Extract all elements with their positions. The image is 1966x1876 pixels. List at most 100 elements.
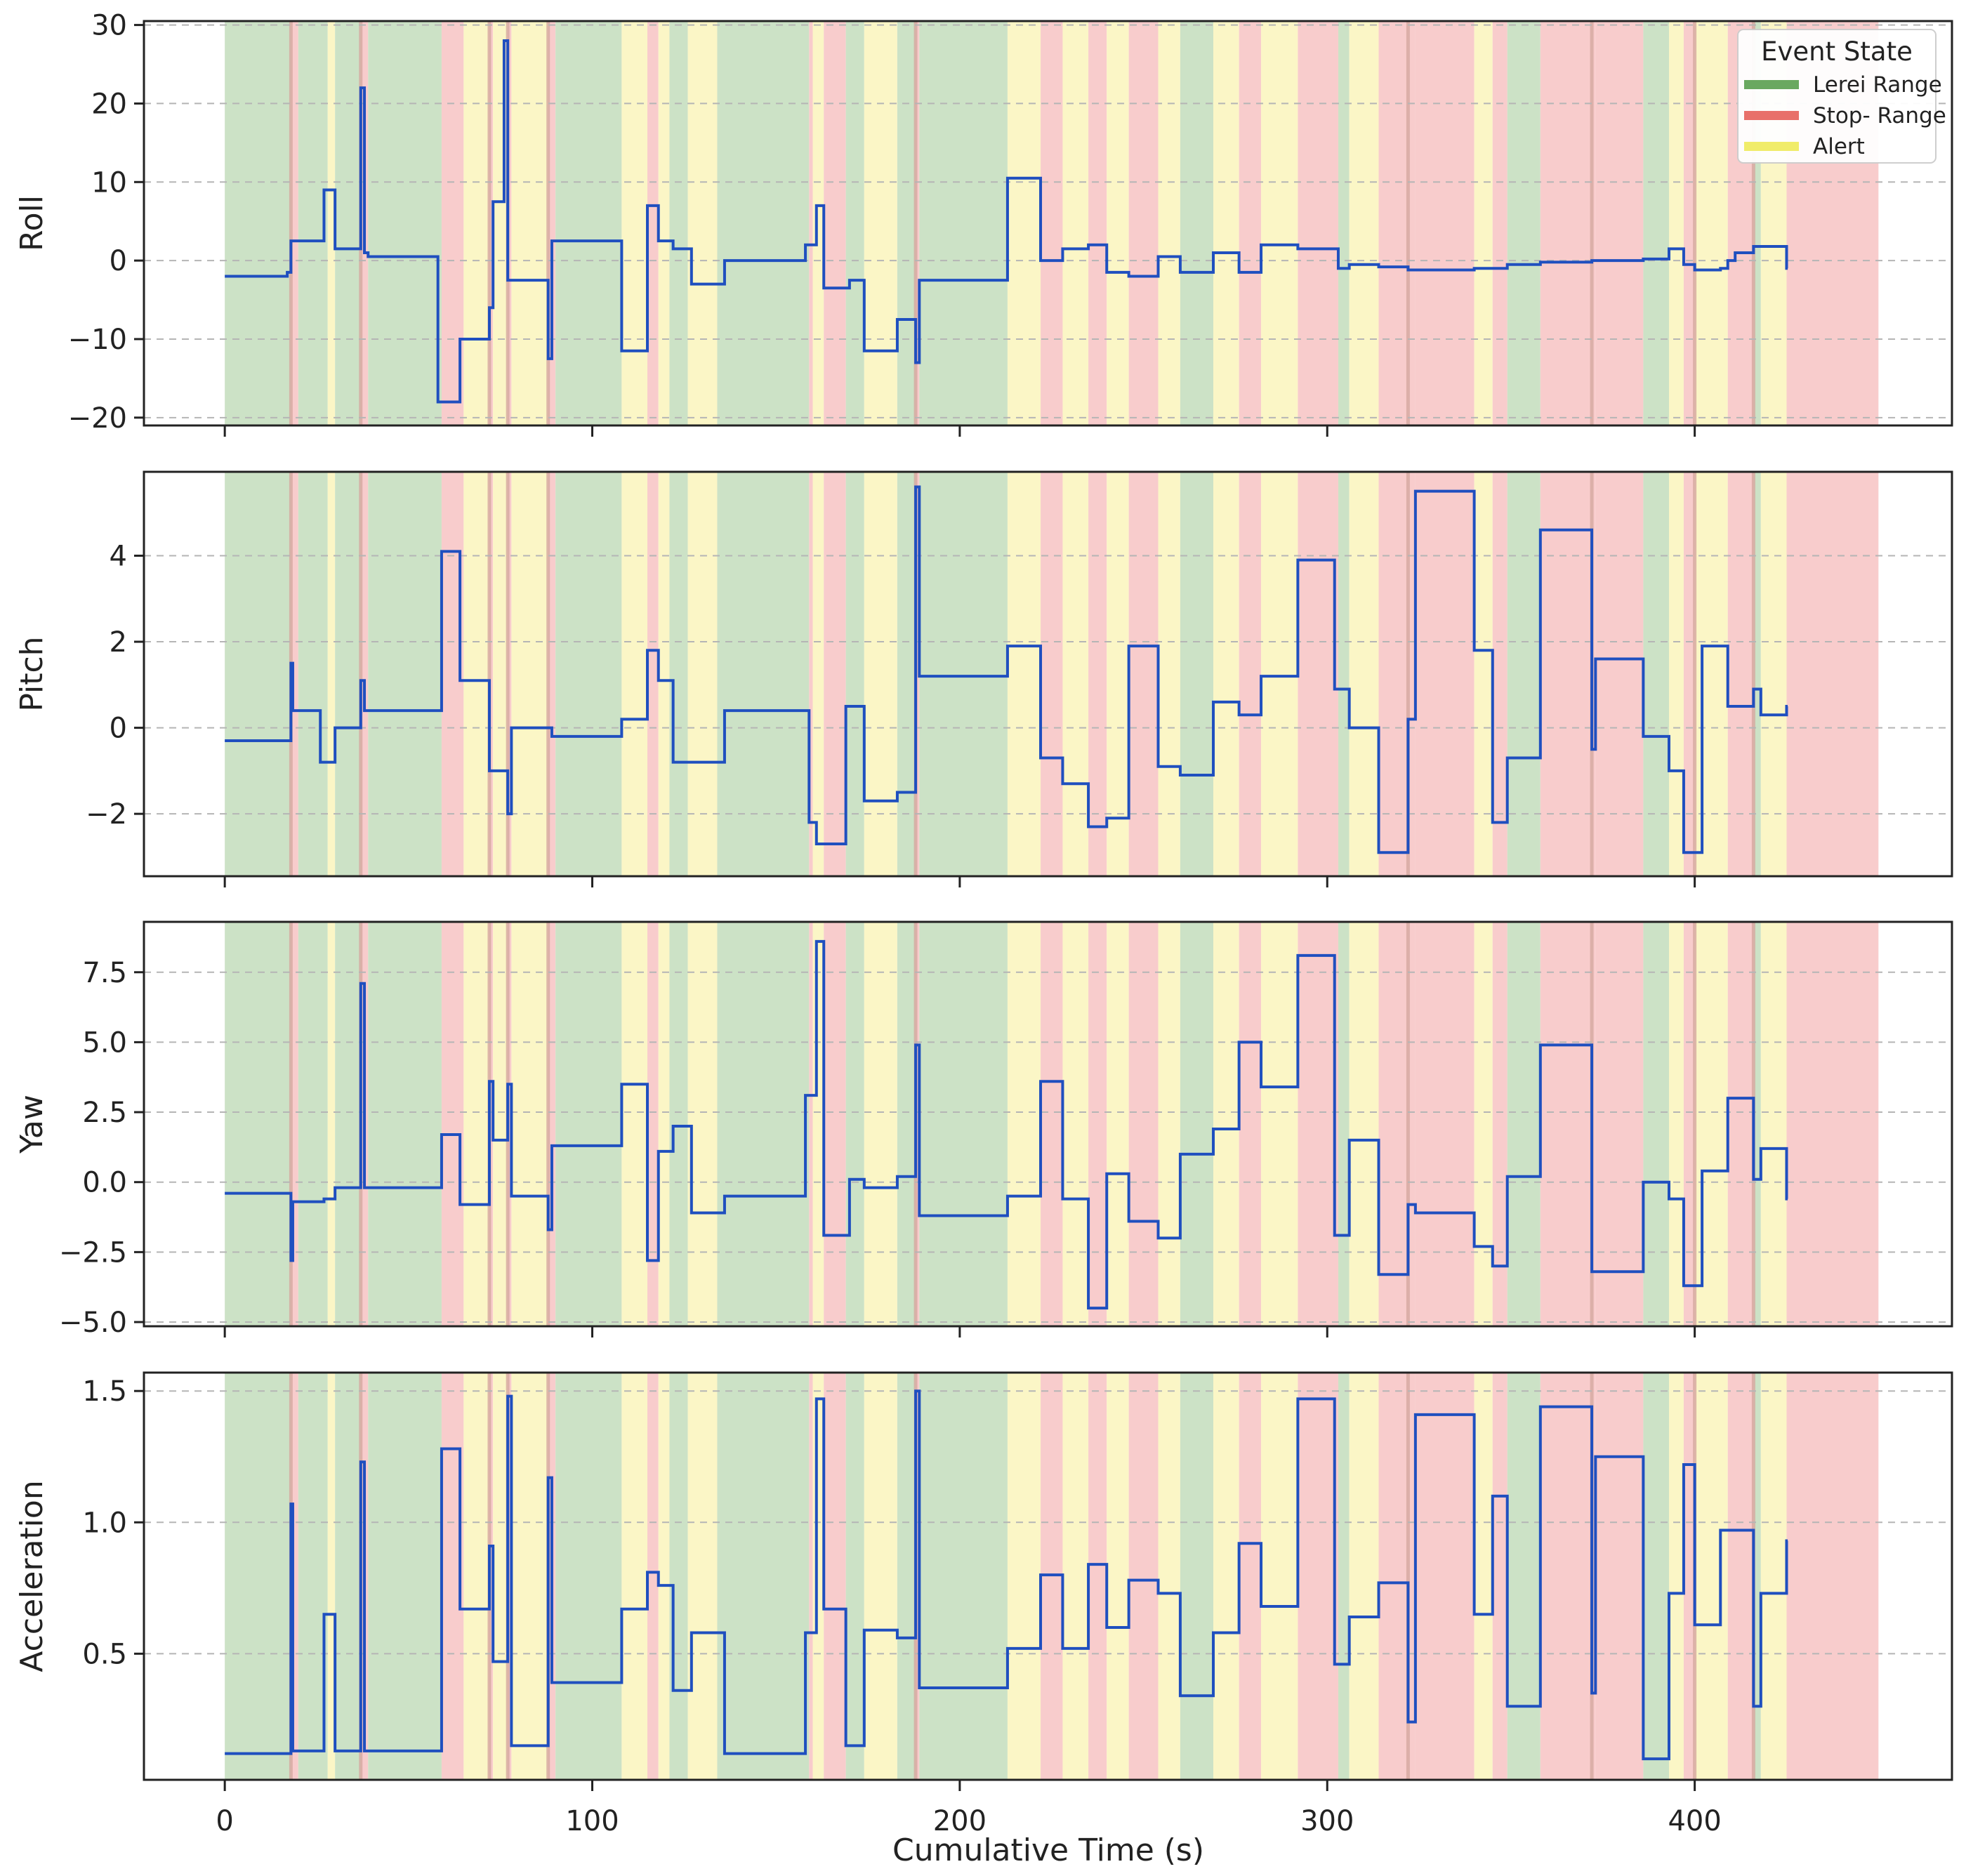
legend-box xyxy=(1737,29,1937,164)
pitch-axes-frame xyxy=(143,470,1953,878)
yellow-state-band xyxy=(1007,922,1041,1326)
red-state-band xyxy=(647,21,659,425)
yellow-state-band xyxy=(621,472,648,876)
red-state-band xyxy=(1041,922,1063,1326)
red-state-band xyxy=(1088,472,1107,876)
y-tick-label: 2.5 xyxy=(82,1097,127,1129)
red-state-band xyxy=(1492,21,1508,425)
legend-swatch xyxy=(1744,142,1799,151)
y-tick-label: −2.5 xyxy=(59,1236,127,1269)
red-state-band xyxy=(1408,922,1416,1326)
pitch-y-axis-label: Pitch xyxy=(14,636,50,711)
yellow-state-band xyxy=(1107,922,1129,1326)
yellow-state-band xyxy=(1261,472,1298,876)
yellow-state-band xyxy=(511,922,548,1326)
green-state-band xyxy=(897,1373,916,1780)
x-axis-label: Cumulative Time (s) xyxy=(892,1832,1204,1868)
red-state-band xyxy=(508,21,512,425)
y-tick-label: 10 xyxy=(91,166,127,199)
green-state-band xyxy=(919,1373,1008,1780)
green-state-band xyxy=(225,21,291,425)
yellow-state-band xyxy=(511,1373,548,1780)
yellow-state-band xyxy=(658,21,670,425)
red-state-band xyxy=(916,922,920,1326)
red-state-band xyxy=(1727,472,1754,876)
yellow-state-band xyxy=(864,21,897,425)
green-state-band xyxy=(919,472,1008,876)
red-state-band xyxy=(548,472,556,876)
yellow-state-band xyxy=(621,1373,648,1780)
yellow-state-band xyxy=(463,922,489,1326)
red-state-band xyxy=(1128,1373,1159,1780)
yellow-state-band xyxy=(1669,922,1684,1326)
green-state-band xyxy=(368,922,442,1326)
red-state-band xyxy=(1592,21,1596,425)
yellow-state-band xyxy=(1694,472,1728,876)
red-state-band xyxy=(1239,21,1262,425)
legend-entry-label: Lerei Range xyxy=(1813,72,1942,98)
y-tick-label: 1.0 xyxy=(82,1507,127,1539)
red-state-band xyxy=(508,1373,512,1780)
green-state-band xyxy=(368,472,442,876)
yellow-state-band xyxy=(621,21,648,425)
yellow-state-band xyxy=(687,472,718,876)
red-state-band xyxy=(1683,21,1695,425)
red-state-band xyxy=(1683,1373,1695,1780)
green-state-band xyxy=(555,21,622,425)
green-state-band xyxy=(919,922,1008,1326)
red-state-band xyxy=(824,21,846,425)
red-state-band xyxy=(1683,472,1695,876)
green-state-band xyxy=(669,472,688,876)
red-state-band xyxy=(1540,472,1592,876)
green-state-band xyxy=(1180,472,1214,876)
green-state-band xyxy=(1338,21,1350,425)
green-state-band xyxy=(335,472,361,876)
yellow-state-band xyxy=(1261,21,1298,425)
green-state-band xyxy=(717,1373,810,1780)
red-state-band xyxy=(916,1373,920,1780)
red-state-band xyxy=(1408,472,1416,876)
yellow-state-band xyxy=(1007,472,1041,876)
yellow-state-band xyxy=(1158,21,1180,425)
acceleration-y-axis-label: Acceleration xyxy=(14,1480,50,1672)
red-state-band xyxy=(548,21,556,425)
green-state-band xyxy=(555,922,622,1326)
yellow-state-band xyxy=(493,472,508,876)
green-state-band xyxy=(669,1373,688,1780)
red-state-band xyxy=(1786,472,1879,876)
red-state-band xyxy=(1239,922,1262,1326)
red-state-band xyxy=(1786,1373,1879,1780)
red-state-band xyxy=(508,922,512,1326)
legend-swatch xyxy=(1744,80,1799,89)
green-state-band xyxy=(1180,922,1214,1326)
red-state-band xyxy=(1128,21,1159,425)
yellow-state-band xyxy=(864,922,897,1326)
yellow-state-band xyxy=(1007,21,1041,425)
roll-series-line xyxy=(225,39,1788,404)
green-state-band xyxy=(1507,1373,1541,1780)
green-state-band xyxy=(1643,922,1670,1326)
red-state-band xyxy=(1088,21,1107,425)
red-state-band xyxy=(1540,21,1592,425)
red-state-band xyxy=(1378,21,1408,425)
red-state-band xyxy=(1786,922,1879,1326)
red-state-band xyxy=(1595,472,1644,876)
red-state-band xyxy=(291,21,298,425)
green-state-band xyxy=(845,21,864,425)
y-tick-label: 0 xyxy=(110,245,127,277)
green-state-band xyxy=(669,922,688,1326)
red-state-band xyxy=(1592,1373,1596,1780)
y-tick-label: −20 xyxy=(68,402,127,435)
y-tick-label: 0.0 xyxy=(82,1167,127,1199)
yellow-state-band xyxy=(864,472,897,876)
x-tick-label: 200 xyxy=(933,1805,987,1837)
yellow-state-band xyxy=(1669,21,1684,425)
y-tick-label: −10 xyxy=(68,324,127,356)
red-state-band xyxy=(291,922,298,1326)
red-state-band xyxy=(1540,1373,1592,1780)
green-state-band xyxy=(717,922,810,1326)
green-state-band xyxy=(1180,1373,1214,1780)
yellow-state-band xyxy=(1474,1373,1493,1780)
yaw-axes-frame xyxy=(143,920,1953,1328)
